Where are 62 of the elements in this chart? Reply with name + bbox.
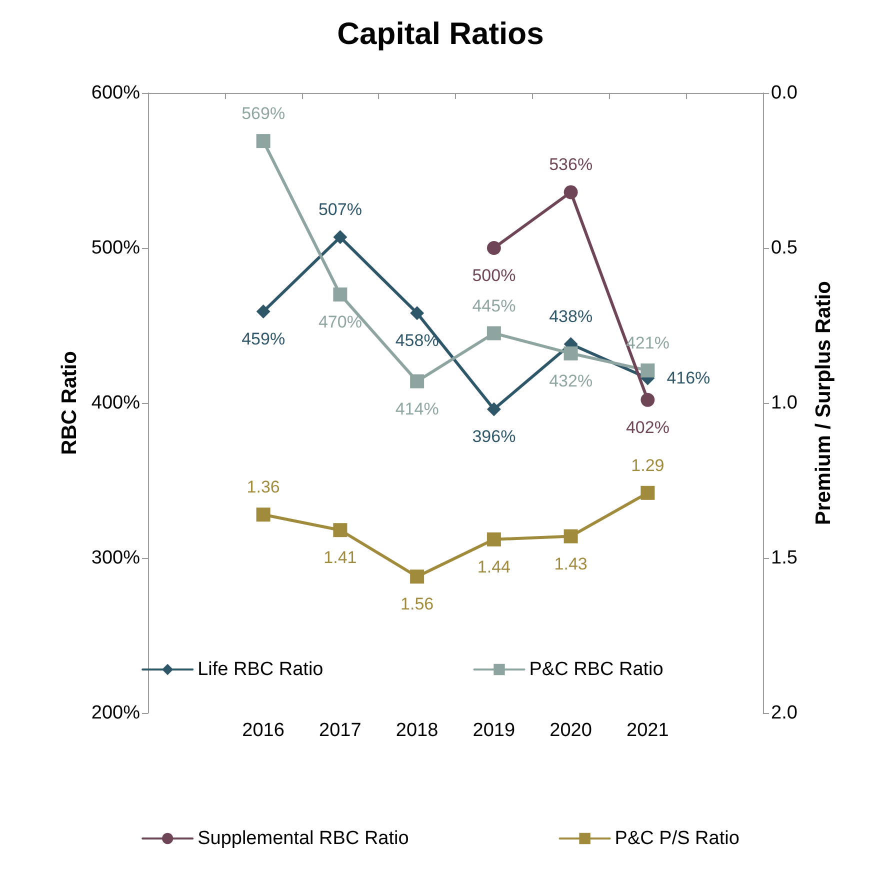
data-label: 1.41 (324, 548, 357, 568)
legend-label: Supplemental RBC Ratio (198, 828, 409, 849)
y2-tick-label: 0.0 (771, 82, 798, 104)
point (640, 363, 655, 378)
y2-tick-label: 2.0 (771, 702, 798, 724)
point (410, 570, 424, 584)
data-label: 416% (666, 368, 710, 388)
data-label: 438% (549, 307, 593, 326)
y-tick-label: 400% (91, 392, 140, 414)
point (486, 326, 501, 340)
data-label: 432% (549, 371, 593, 390)
y-tick-label: 200% (91, 702, 140, 724)
point (564, 529, 578, 544)
legend-label: P&C RBC Ratio (529, 659, 664, 680)
x-tick-label: 2016 (242, 720, 284, 741)
y-tick-label: 500% (91, 238, 140, 258)
legend-label: Life RBC Ratio (198, 659, 324, 680)
data-label: 1.56 (400, 594, 434, 614)
point (256, 134, 270, 148)
point (333, 288, 348, 302)
data-label: 1.44 (477, 557, 510, 576)
y2-tick-label: 0.5 (771, 238, 798, 258)
y2-axis-title: Premium / Surplus Ratio (812, 281, 835, 525)
point (333, 230, 348, 244)
data-label: 445% (472, 296, 516, 316)
x-tick-label: 2018 (396, 720, 438, 741)
point (410, 374, 424, 388)
point (333, 523, 348, 538)
data-label: 1.36 (246, 478, 280, 497)
point (486, 532, 501, 546)
x-tick-label: 2017 (319, 720, 362, 741)
y2-tick-label: 1.0 (771, 392, 798, 414)
data-label: 1.29 (631, 456, 664, 475)
data-label: 536% (549, 155, 593, 174)
data-label: 507% (318, 200, 362, 220)
data-label: 459% (242, 330, 286, 349)
point (486, 402, 501, 416)
point (564, 346, 578, 360)
point (640, 392, 655, 407)
point (410, 306, 424, 320)
data-label: 414% (395, 399, 439, 418)
data-label: 396% (472, 427, 516, 446)
x-tick-label: 2021 (626, 720, 669, 741)
data-label: 1.43 (554, 554, 588, 574)
data-label: 458% (395, 331, 439, 350)
point (256, 508, 270, 522)
y-axis-title: RBC Ratio (58, 351, 81, 455)
legend-label: P&C P/S Ratio (614, 828, 740, 849)
point (256, 304, 270, 319)
point (564, 185, 578, 200)
data-label: 402% (626, 418, 670, 437)
y-tick-label: 600% (91, 82, 140, 104)
data-label: 569% (242, 104, 286, 124)
data-label: 500% (472, 266, 516, 285)
point (486, 241, 501, 255)
x-tick-label: 2020 (550, 720, 592, 741)
chart-title: Capital Ratios (337, 16, 544, 51)
y-tick-label: 300% (91, 548, 140, 568)
point (640, 486, 655, 500)
y2-tick-label: 1.5 (771, 548, 798, 568)
data-label: 470% (318, 312, 362, 332)
x-tick-label: 2019 (472, 720, 516, 741)
